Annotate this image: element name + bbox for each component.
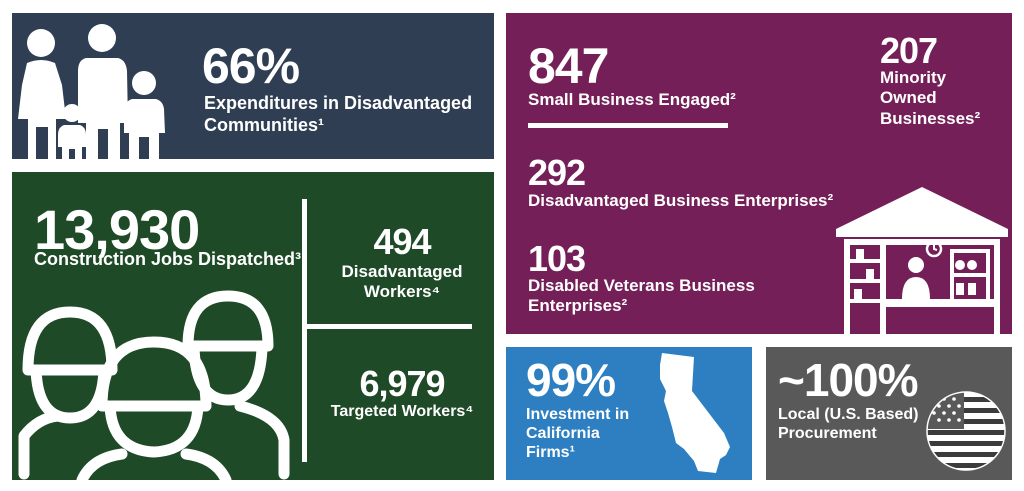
minority-line1: Minority <box>880 68 947 87</box>
investment-line1: Investment in <box>526 406 630 423</box>
targeted-workers-label: Targeted Workers⁴ <box>330 403 474 420</box>
procurement-label: Local (U.S. Based) Procurement <box>778 405 918 443</box>
expenditures-label-line1: Expenditures in Disadvantaged <box>204 93 473 113</box>
investment-line2: California <box>526 425 600 443</box>
veterans-label: Disabled Veterans Business Enterprises² <box>528 276 755 317</box>
horizontal-divider <box>302 324 472 329</box>
family-icon <box>16 23 176 159</box>
veterans-line2: Enterprises² <box>528 296 628 316</box>
jobs-label: Construction Jobs Dispatched³ <box>34 249 302 269</box>
california-map-icon <box>658 351 742 475</box>
procurement-panel: ~100% Local (U.S. Based) Procurement <box>766 347 1012 480</box>
expenditures-label: Expenditures in Disadvantaged Communitie… <box>204 93 472 136</box>
dbe-value: 292 <box>528 152 586 193</box>
minority-line2: Owned <box>880 88 937 108</box>
procurement-line2: Procurement <box>778 425 877 443</box>
us-flag-icon <box>926 391 1006 471</box>
expenditures-label-line2: Communities¹ <box>204 114 325 135</box>
small-business-label: Small Business Engaged² <box>528 90 736 109</box>
business-panel: 847 Small Business Engaged² 207 Minority… <box>506 13 1012 334</box>
minority-value: 207 <box>880 30 938 71</box>
disadvantaged-workers-line2: Workers⁴ <box>363 282 441 302</box>
vertical-divider <box>302 199 307 462</box>
procurement-line1: Local (U.S. Based) <box>778 406 919 423</box>
veterans-line1: Disabled Veterans Business <box>528 276 755 295</box>
jobs-value: 13,930 <box>34 198 200 261</box>
minority-line3: Businesses² <box>880 108 981 128</box>
targeted-workers-value: 6,979 <box>359 363 445 404</box>
investment-label: Investment in California Firms¹ <box>526 405 629 463</box>
jobs-panel: 13,930 Construction Jobs Dispatched³ 494 <box>12 172 494 480</box>
veterans-value: 103 <box>528 238 586 279</box>
expenditures-panel: 66% Expenditures in Disadvantaged Commun… <box>12 13 494 159</box>
small-business-value: 847 <box>528 38 609 94</box>
storefront-icon <box>836 187 1008 334</box>
investment-line3: Firms¹ <box>526 444 575 462</box>
disadvantaged-workers-line1: Disadvantaged <box>341 262 463 281</box>
minority-label: Minority Owned Businesses² <box>880 68 980 129</box>
expenditures-value: 66% <box>202 38 300 94</box>
dbe-label: Disadvantaged Business Enterprises² <box>528 191 834 210</box>
disadvantaged-workers-value: 494 <box>373 221 431 262</box>
investment-panel: 99% Investment in California Firms¹ <box>506 347 752 480</box>
procurement-value: ~100% <box>778 354 919 406</box>
small-business-underline <box>528 123 728 128</box>
investment-value: 99% <box>526 354 616 406</box>
disadvantaged-workers-label: Disadvantaged Workers⁴ <box>312 262 492 303</box>
construction-workers-icon <box>18 290 290 480</box>
